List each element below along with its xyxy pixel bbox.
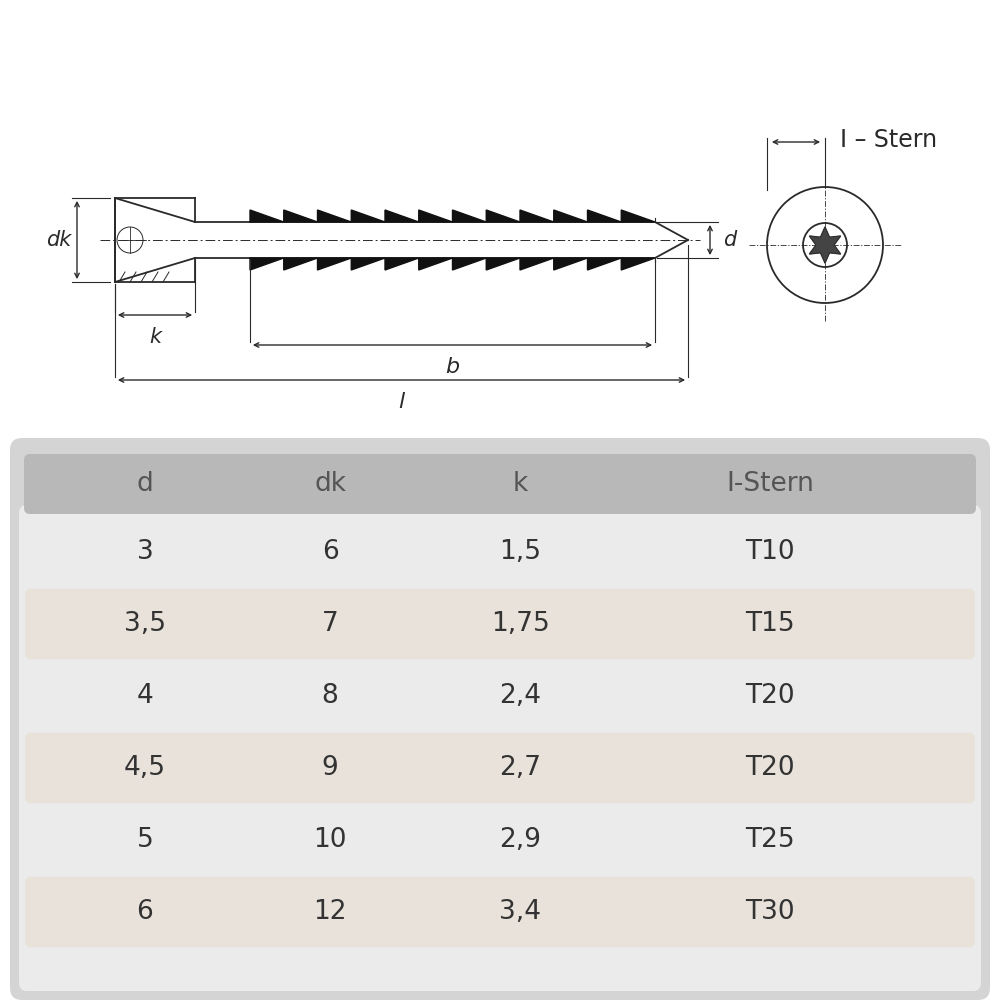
Polygon shape bbox=[486, 258, 520, 270]
Polygon shape bbox=[621, 258, 655, 270]
Text: T15: T15 bbox=[745, 611, 795, 637]
Polygon shape bbox=[250, 258, 284, 270]
FancyBboxPatch shape bbox=[19, 505, 981, 991]
FancyBboxPatch shape bbox=[25, 733, 975, 803]
Text: 4,5: 4,5 bbox=[124, 755, 166, 781]
FancyBboxPatch shape bbox=[10, 438, 990, 1000]
Text: 1,75: 1,75 bbox=[491, 611, 549, 637]
FancyBboxPatch shape bbox=[25, 589, 975, 659]
Polygon shape bbox=[520, 258, 554, 270]
Polygon shape bbox=[588, 258, 621, 270]
Polygon shape bbox=[385, 210, 419, 222]
Text: T30: T30 bbox=[745, 899, 795, 925]
FancyBboxPatch shape bbox=[25, 877, 975, 947]
Text: T20: T20 bbox=[745, 683, 795, 709]
Text: T25: T25 bbox=[745, 827, 795, 853]
Polygon shape bbox=[621, 210, 655, 222]
Text: I – Stern: I – Stern bbox=[840, 128, 937, 152]
Polygon shape bbox=[453, 210, 486, 222]
Polygon shape bbox=[554, 210, 588, 222]
Text: k: k bbox=[512, 471, 528, 497]
Text: 8: 8 bbox=[322, 683, 338, 709]
Polygon shape bbox=[318, 258, 351, 270]
Text: 3,5: 3,5 bbox=[124, 611, 166, 637]
Text: l: l bbox=[398, 392, 405, 412]
Text: 3,4: 3,4 bbox=[499, 899, 541, 925]
Polygon shape bbox=[351, 210, 385, 222]
Text: 1,5: 1,5 bbox=[499, 539, 541, 565]
Text: 7: 7 bbox=[322, 611, 338, 637]
Text: 9: 9 bbox=[322, 755, 338, 781]
FancyBboxPatch shape bbox=[24, 454, 976, 514]
Polygon shape bbox=[284, 258, 318, 270]
Polygon shape bbox=[250, 210, 284, 222]
Text: 6: 6 bbox=[137, 899, 153, 925]
Polygon shape bbox=[554, 258, 588, 270]
Polygon shape bbox=[520, 210, 554, 222]
Text: k: k bbox=[149, 327, 161, 347]
Text: 2,9: 2,9 bbox=[499, 827, 541, 853]
Text: 3: 3 bbox=[137, 539, 153, 565]
Polygon shape bbox=[284, 210, 318, 222]
Polygon shape bbox=[486, 210, 520, 222]
Polygon shape bbox=[385, 258, 419, 270]
Text: 4: 4 bbox=[137, 683, 153, 709]
Polygon shape bbox=[419, 258, 453, 270]
Text: I-Stern: I-Stern bbox=[726, 471, 814, 497]
Polygon shape bbox=[453, 258, 486, 270]
Polygon shape bbox=[318, 210, 351, 222]
Polygon shape bbox=[351, 258, 385, 270]
Text: d: d bbox=[137, 471, 153, 497]
Polygon shape bbox=[588, 210, 621, 222]
Text: 2,4: 2,4 bbox=[499, 683, 541, 709]
Polygon shape bbox=[809, 227, 841, 263]
Polygon shape bbox=[419, 210, 453, 222]
Text: 12: 12 bbox=[313, 899, 347, 925]
Text: T20: T20 bbox=[745, 755, 795, 781]
Text: 2,7: 2,7 bbox=[499, 755, 541, 781]
Text: T10: T10 bbox=[745, 539, 795, 565]
Text: 10: 10 bbox=[313, 827, 347, 853]
Text: b: b bbox=[445, 357, 460, 377]
Text: dk: dk bbox=[314, 471, 346, 497]
Text: 5: 5 bbox=[137, 827, 153, 853]
Text: 6: 6 bbox=[322, 539, 338, 565]
Text: d: d bbox=[723, 230, 737, 250]
Text: dk: dk bbox=[46, 230, 72, 250]
